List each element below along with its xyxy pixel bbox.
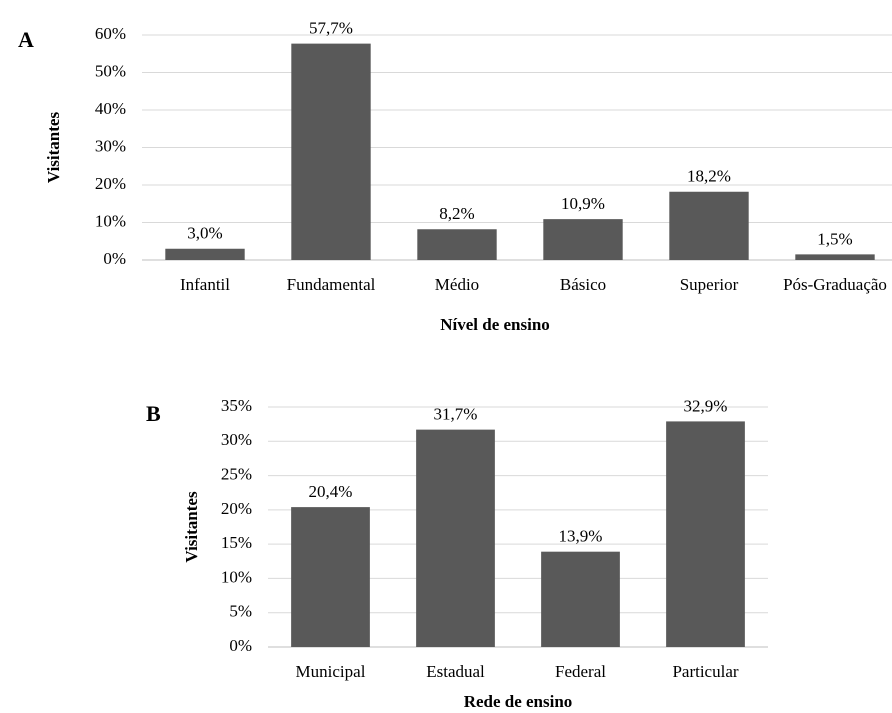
x-tick-label: Superior	[680, 275, 739, 294]
bar	[416, 429, 495, 647]
bar	[666, 421, 745, 647]
y-tick-label: 10%	[95, 211, 126, 230]
y-tick-label: 25%	[221, 464, 252, 483]
x-tick-label: Federal	[555, 662, 606, 681]
value-label: 1,5%	[817, 229, 852, 248]
y-tick-label: 60%	[95, 24, 126, 43]
value-label: 13,9%	[559, 527, 603, 546]
y-tick-label: 30%	[221, 430, 252, 449]
value-label: 31,7%	[434, 405, 478, 424]
y-tick-label: 15%	[221, 533, 252, 552]
x-tick-label: Infantil	[180, 275, 230, 294]
y-tick-label: 20%	[95, 174, 126, 193]
x-tick-label: Básico	[560, 275, 606, 294]
y-tick-label: 30%	[95, 136, 126, 155]
panel-label: A	[18, 27, 34, 52]
bar	[669, 191, 749, 260]
y-tick-label: 50%	[95, 61, 126, 80]
bar	[417, 229, 497, 260]
x-tick-label: Fundamental	[287, 275, 376, 294]
bar	[541, 551, 620, 647]
y-tick-label: 40%	[95, 99, 126, 118]
x-axis-title: Rede de ensino	[464, 692, 573, 711]
x-tick-label: Municipal	[296, 662, 366, 681]
bar	[795, 254, 875, 260]
x-axis-title: Nível de ensino	[440, 315, 550, 334]
value-label: 20,4%	[309, 482, 353, 501]
value-label: 8,2%	[439, 204, 474, 223]
y-axis-title: Visitantes	[182, 491, 201, 563]
x-tick-label: Médio	[435, 275, 479, 294]
y-tick-label: 20%	[221, 499, 252, 518]
value-label: 57,7%	[309, 19, 353, 38]
value-label: 18,2%	[687, 167, 731, 186]
y-axis-title: Visitantes	[44, 112, 63, 184]
y-tick-label: 0%	[229, 636, 252, 655]
panel-label: B	[146, 401, 161, 426]
x-tick-label: Estadual	[426, 662, 485, 681]
y-tick-label: 5%	[229, 602, 252, 621]
bar	[165, 248, 245, 260]
y-tick-label: 0%	[103, 249, 126, 268]
x-tick-label: Pós-Graduação	[783, 275, 887, 294]
bar	[291, 43, 371, 260]
bar	[291, 507, 370, 647]
value-label: 32,9%	[684, 396, 728, 415]
value-label: 3,0%	[187, 224, 222, 243]
x-tick-label: Particular	[672, 662, 738, 681]
y-tick-label: 35%	[221, 396, 252, 415]
value-label: 10,9%	[561, 194, 605, 213]
y-tick-label: 10%	[221, 567, 252, 586]
bar	[543, 219, 623, 260]
